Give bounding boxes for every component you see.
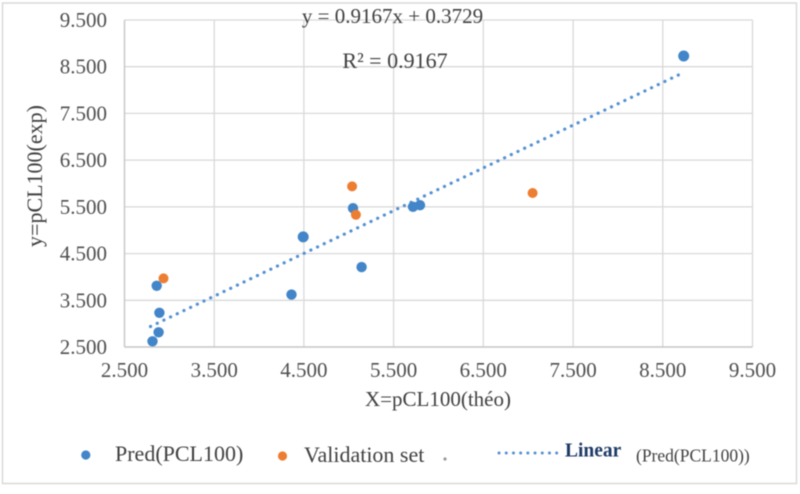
svg-text:5.500: 5.500 [60, 195, 107, 219]
svg-text:8.500: 8.500 [639, 358, 686, 382]
svg-text:X=pCL100(théo): X=pCL100(théo) [365, 387, 511, 411]
svg-text:4.500: 4.500 [60, 242, 107, 266]
svg-text:4.500: 4.500 [280, 358, 327, 382]
svg-text:2.500: 2.500 [60, 335, 107, 359]
svg-text:Validation set: Validation set [304, 442, 424, 467]
svg-text:Linear: Linear [565, 441, 622, 462]
svg-text:Pred(PCL100): Pred(PCL100) [115, 441, 243, 466]
svg-text:7.500: 7.500 [549, 358, 596, 382]
svg-text:y=pCL100(exp): y=pCL100(exp) [22, 105, 47, 247]
svg-text:6.500: 6.500 [60, 148, 107, 172]
svg-text:8.500: 8.500 [60, 55, 107, 79]
svg-text:9.500: 9.500 [729, 358, 776, 382]
svg-text:9.500: 9.500 [60, 8, 107, 32]
svg-text:3.500: 3.500 [60, 288, 107, 312]
svg-text:y = 0.9167x + 0.3729: y = 0.9167x + 0.3729 [302, 4, 483, 28]
svg-text:5.500: 5.500 [370, 358, 417, 382]
svg-text:7.500: 7.500 [60, 101, 107, 125]
svg-text:2.500: 2.500 [101, 358, 148, 382]
svg-text:6.500: 6.500 [460, 358, 507, 382]
svg-text:(Pred(PCL100)): (Pred(PCL100)) [636, 446, 750, 466]
svg-text:R² = 0.9167: R² = 0.9167 [342, 48, 447, 73]
svg-text:3.500: 3.500 [191, 358, 238, 382]
